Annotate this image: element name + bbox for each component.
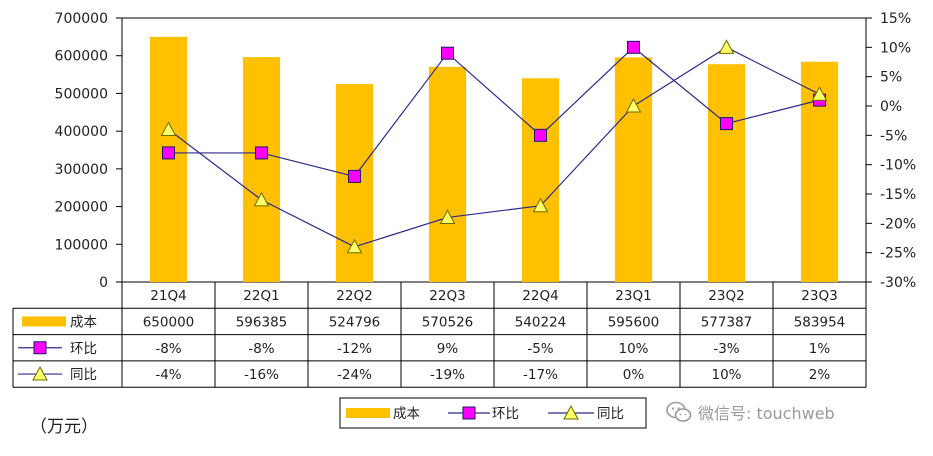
row-key-triangle bbox=[32, 365, 48, 381]
left-axis-tick-label: 0 bbox=[99, 275, 108, 291]
mom-line bbox=[168, 46, 820, 178]
row-header: 成本 bbox=[70, 314, 97, 330]
mom-point-23Q1 bbox=[627, 40, 640, 54]
mom-point-22Q4 bbox=[534, 128, 547, 142]
watermark-text: 微信号: touchweb bbox=[698, 404, 835, 423]
right-axis-tick-label: 10% bbox=[880, 40, 911, 56]
table-cell: -16% bbox=[244, 367, 279, 383]
mom-point-23Q2 bbox=[720, 117, 733, 131]
mom-point-22Q3 bbox=[441, 46, 454, 60]
mom-point-22Q1 bbox=[255, 146, 268, 160]
table-cell: 524796 bbox=[329, 314, 381, 330]
table-cell: -24% bbox=[337, 367, 372, 383]
table-cell: -8% bbox=[248, 341, 274, 357]
watermark: 微信号: touchweb bbox=[666, 397, 835, 427]
left-axis-tick-label: 400000 bbox=[55, 124, 108, 140]
row-header: 同比 bbox=[70, 367, 97, 383]
x-tick-label: 22Q1 bbox=[243, 288, 279, 304]
row-key-square bbox=[33, 341, 47, 355]
legend-label: 成本 bbox=[393, 406, 420, 422]
table-cell: 650000 bbox=[143, 314, 195, 330]
x-tick-label: 22Q4 bbox=[522, 288, 558, 304]
bar-22Q4 bbox=[521, 78, 560, 282]
table-cell: -8% bbox=[155, 341, 181, 357]
left-axis-tick-label: 100000 bbox=[55, 237, 108, 253]
x-tick-label: 23Q1 bbox=[615, 288, 651, 304]
right-axis-tick-label: -5% bbox=[880, 128, 907, 144]
right-axis-tick-label: -25% bbox=[880, 246, 916, 262]
x-tick-label: 23Q3 bbox=[801, 288, 837, 304]
legend-key-triangle bbox=[563, 404, 579, 420]
yoy-point-22Q3 bbox=[439, 209, 456, 224]
table-cell: 583954 bbox=[794, 314, 846, 330]
table-cell: -5% bbox=[527, 341, 553, 357]
legend-label: 环比 bbox=[492, 406, 519, 422]
right-axis-tick-label: -15% bbox=[880, 187, 916, 203]
yoy-point-23Q2 bbox=[718, 39, 735, 54]
bar-23Q1 bbox=[614, 57, 653, 282]
bar-22Q3 bbox=[428, 66, 467, 282]
yoy-point-21Q4 bbox=[160, 121, 177, 136]
legend-key-square bbox=[462, 406, 476, 420]
wechat-icon bbox=[666, 401, 692, 422]
table-cell: -19% bbox=[430, 367, 465, 383]
mom-point-22Q2 bbox=[348, 169, 361, 183]
x-tick-label: 21Q4 bbox=[150, 288, 186, 304]
legend-label: 同比 bbox=[597, 406, 624, 422]
table-cell: 0% bbox=[623, 367, 645, 383]
table-cell: -12% bbox=[337, 341, 372, 357]
x-tick-label: 22Q3 bbox=[429, 288, 465, 304]
right-axis-tick-label: 15% bbox=[880, 11, 911, 27]
x-tick-label: 23Q2 bbox=[708, 288, 744, 304]
row-key-bar bbox=[22, 316, 66, 327]
mom-point-21Q4 bbox=[162, 146, 175, 160]
unit-label: （万元） bbox=[30, 417, 98, 437]
table-cell: -3% bbox=[713, 341, 739, 357]
right-axis-tick-label: -20% bbox=[880, 216, 916, 232]
right-axis-tick-label: -10% bbox=[880, 158, 916, 174]
yoy-point-23Q1 bbox=[625, 97, 642, 113]
table-cell: 1% bbox=[809, 341, 831, 357]
yoy-point-22Q4 bbox=[532, 197, 549, 213]
yoy-point-22Q2 bbox=[346, 238, 363, 254]
table-cell: 570526 bbox=[422, 314, 474, 330]
yoy-point-22Q1 bbox=[253, 191, 270, 207]
yoy-line bbox=[168, 46, 820, 248]
legend-box bbox=[339, 397, 647, 429]
left-axis-tick-label: 700000 bbox=[55, 11, 108, 27]
legend-key-bar bbox=[346, 408, 390, 418]
table-cell: 10% bbox=[618, 341, 648, 357]
table-cell: -4% bbox=[155, 367, 181, 383]
left-axis-tick-label: 300000 bbox=[55, 162, 108, 178]
table-cell: 9% bbox=[437, 341, 459, 357]
table-cell: 595600 bbox=[608, 314, 660, 330]
table-cell: 577387 bbox=[701, 314, 753, 330]
right-axis-tick-label: 5% bbox=[880, 70, 902, 86]
yoy-point-23Q3 bbox=[811, 86, 828, 101]
left-axis-tick-label: 500000 bbox=[55, 86, 108, 102]
left-axis-tick-label: 200000 bbox=[55, 200, 108, 216]
right-axis-tick-label: -30% bbox=[880, 275, 916, 291]
plot-frame bbox=[121, 17, 867, 283]
table-cell: -17% bbox=[523, 367, 558, 383]
right-axis-tick-label: 0% bbox=[880, 99, 902, 115]
bar-22Q1 bbox=[242, 57, 281, 283]
bar-23Q2 bbox=[707, 64, 746, 282]
left-axis-tick-label: 600000 bbox=[55, 49, 108, 65]
table-cell: 596385 bbox=[236, 314, 288, 330]
x-tick-label: 22Q2 bbox=[336, 288, 372, 304]
table-cell: 2% bbox=[809, 367, 831, 383]
table-cell: 540224 bbox=[515, 314, 567, 330]
table-cell: 10% bbox=[711, 367, 741, 383]
row-header: 环比 bbox=[70, 341, 97, 357]
